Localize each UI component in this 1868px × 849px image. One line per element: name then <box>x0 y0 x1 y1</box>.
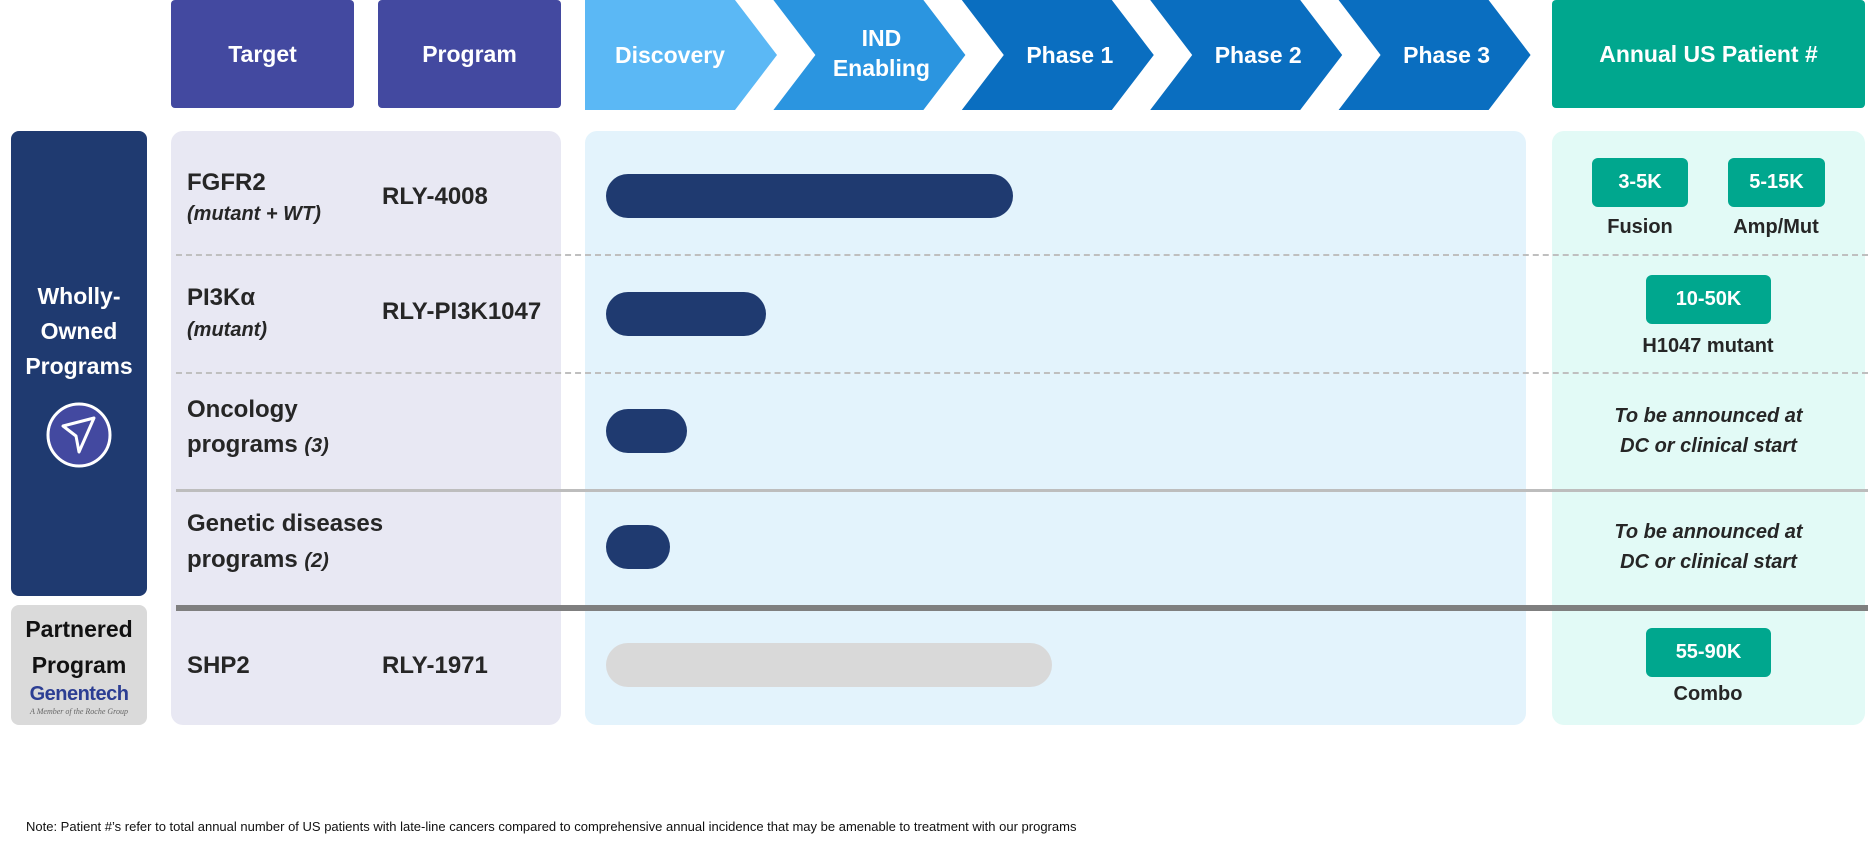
target-line2: programs (3) <box>187 433 329 457</box>
progress-panel <box>585 131 1526 725</box>
row-divider <box>176 372 1868 374</box>
stage-label: IND Enabling <box>833 25 930 81</box>
program-name: RLY-1971 <box>382 652 488 679</box>
target-line2: programs (2) <box>187 548 329 572</box>
genentech-logo: Genentech <box>29 683 129 705</box>
row-divider <box>176 254 1868 256</box>
stage-chevrons: Discovery IND Enabling Phase 1 Phase 2 Phase … <box>585 0 1531 110</box>
target-header-label: Target <box>228 40 297 67</box>
progress-bar <box>606 643 1053 687</box>
program-header-label: Program <box>422 40 517 67</box>
stage-chevron <box>585 0 777 110</box>
partnered-label: Partnered Program <box>25 616 133 678</box>
patient-tba-line: DC or clinical start <box>1620 551 1797 573</box>
progress-bar <box>606 525 670 569</box>
genentech-tagline: A Member of the Roche Group <box>30 707 128 716</box>
target-name: PI3Kα <box>187 284 256 311</box>
stage-chevron <box>1150 0 1343 110</box>
target-program-panel <box>171 131 561 725</box>
patient-count-label: Combo <box>1673 683 1743 705</box>
stage-chevron <box>961 0 1154 110</box>
stage-chevron <box>1338 0 1531 110</box>
group-divider <box>176 605 1868 611</box>
target-name: FGFR2 <box>187 169 266 196</box>
patient-tba: To be announced at DC or clinical start <box>1552 401 1865 461</box>
patient-tba: To be announced at DC or clinical start <box>1552 517 1865 577</box>
program-header: Program <box>378 0 561 108</box>
patient-count-label: Amp/Mut <box>1733 216 1819 238</box>
patient-count-badge: 3-5K <box>1592 158 1688 207</box>
program-count: (3) <box>304 435 329 457</box>
footnote: Note: Patient #’s refer to total annual … <box>26 819 1077 834</box>
patient-count-badge: 10-50K <box>1646 275 1771 324</box>
target-line2-text: programs <box>187 431 298 458</box>
target-line2-text: programs <box>187 546 298 573</box>
wholly-owned-group: Wholly-Owned Programs <box>11 131 147 596</box>
patient-count-badge: 5-15K <box>1728 158 1825 207</box>
patient-count-badge: 55-90K <box>1646 628 1771 677</box>
target-note: (mutant + WT) <box>187 203 321 225</box>
partnered-group: Partnered Program Genentech A Member of … <box>11 605 147 725</box>
stage-label: Phase 3 <box>1403 42 1490 68</box>
patient-count-label: Fusion <box>1607 216 1673 238</box>
patient-panel <box>1552 131 1865 725</box>
target-note: (mutant) <box>187 319 267 341</box>
patient-tba-line: DC or clinical start <box>1620 435 1797 457</box>
progress-bar <box>606 292 766 336</box>
annual-patient-header: Annual US Patient # <box>1552 0 1865 108</box>
stage-chevron <box>773 0 966 110</box>
section-divider <box>176 489 1868 492</box>
progress-bar <box>606 409 687 453</box>
company-logo-icon <box>46 402 112 468</box>
patient-count-label: H1047 mutant <box>1642 335 1774 357</box>
program-count: (2) <box>304 550 329 572</box>
target-header: Target <box>171 0 354 108</box>
target-name: SHP2 <box>187 652 250 679</box>
wholly-owned-label: Wholly-Owned Programs <box>25 283 133 379</box>
stage-label: Phase 1 <box>1026 42 1113 68</box>
program-name: RLY-PI3K1047 <box>382 298 542 325</box>
stage-label: Phase 2 <box>1215 42 1302 68</box>
patient-tba-line: To be announced at <box>1614 521 1803 543</box>
target-name: Genetic diseases <box>187 510 384 537</box>
patient-tba-line: To be announced at <box>1614 405 1803 427</box>
progress-bar <box>606 174 1013 218</box>
program-name: RLY-4008 <box>382 183 488 210</box>
annual-patient-header-label: Annual US Patient # <box>1599 40 1818 67</box>
stage-label: Discovery <box>615 42 725 68</box>
target-name: Oncology <box>187 396 298 423</box>
